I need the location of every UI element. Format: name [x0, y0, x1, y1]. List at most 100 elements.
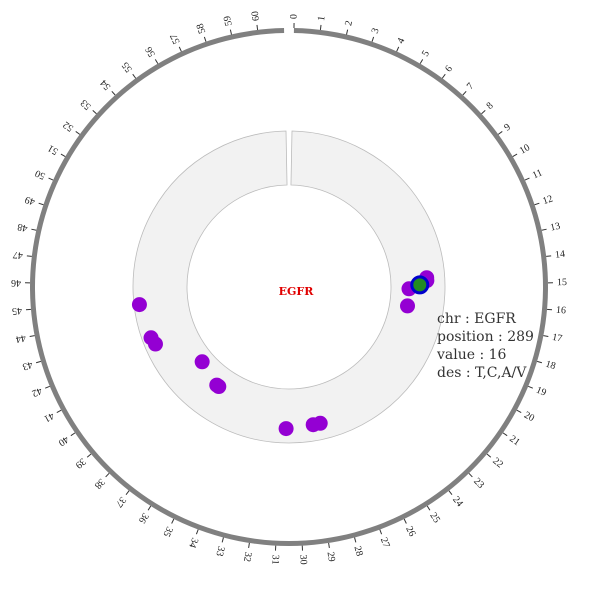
data-point	[278, 421, 294, 437]
tick-mark	[229, 29, 232, 35]
tick-label: 13	[549, 221, 561, 234]
tick-mark	[29, 335, 35, 338]
tick-label: 1	[316, 15, 328, 21]
tick-mark	[354, 537, 357, 543]
tooltip-value: value : 16	[437, 347, 507, 363]
tick-mark	[346, 29, 349, 35]
ticks-group: 0 123456789101112131415161718192021222324…	[11, 10, 567, 565]
tick-mark	[154, 59, 159, 64]
tick-mark	[48, 177, 54, 181]
tick-label: 28	[352, 545, 365, 557]
tick-mark	[248, 542, 250, 548]
tick-label: 39	[73, 456, 88, 471]
tick-label: 38	[92, 476, 107, 491]
tick-label: 45	[12, 305, 23, 317]
tick-label: 10	[518, 142, 532, 157]
tick-mark	[70, 432, 76, 437]
tick-label: 54	[98, 77, 113, 92]
tick-mark	[462, 90, 467, 96]
tick-mark	[524, 177, 530, 181]
tooltip-position: position : 289	[437, 329, 534, 345]
tick-mark	[516, 409, 522, 414]
tick-mark	[171, 518, 175, 524]
data-point	[143, 330, 159, 346]
data-point	[305, 417, 321, 433]
tick-mark	[534, 202, 540, 206]
tick-mark	[35, 360, 42, 364]
tick-mark	[319, 24, 322, 30]
tick-mark	[44, 385, 50, 389]
tick-label: 12	[541, 194, 554, 208]
tick-mark	[60, 153, 66, 157]
tick-label: 4	[395, 36, 407, 45]
tick-label: 11	[531, 167, 544, 181]
tick-mark	[528, 385, 534, 389]
tick-label: 50	[34, 167, 48, 181]
tick-mark	[403, 518, 407, 524]
tick-mark	[419, 59, 424, 64]
data-points	[131, 270, 435, 437]
tick-mark	[125, 490, 130, 495]
tick-label: 3	[370, 27, 382, 35]
tick-label: 57	[168, 32, 182, 46]
tick-mark	[132, 73, 137, 79]
tick-mark	[147, 505, 152, 511]
tick-label: 35	[160, 525, 174, 539]
tooltip: chr : EGFR position : 289 value : 16 des…	[437, 310, 534, 382]
tick-label: 23	[471, 476, 486, 491]
tick-label: 58	[195, 22, 209, 35]
center-label: EGFR	[279, 285, 315, 298]
tick-label: 14	[554, 249, 565, 261]
tick-label: 19	[534, 385, 547, 399]
tick-label: 17	[551, 332, 563, 345]
track-background	[132, 130, 446, 444]
tick-label: 43	[21, 359, 34, 372]
tick-mark	[203, 36, 207, 42]
tick-mark	[448, 490, 453, 495]
tick-mark	[371, 36, 375, 42]
tick-label: 25	[427, 511, 442, 525]
tick-mark	[396, 46, 400, 52]
tick-mark	[195, 529, 199, 535]
data-point	[194, 354, 210, 370]
tick-mark	[256, 24, 259, 30]
data-point	[400, 298, 416, 314]
tick-label: 42	[30, 385, 43, 399]
tick-label: 22	[490, 456, 505, 471]
tick-label: 41	[42, 410, 56, 424]
tick-mark	[111, 90, 116, 96]
data-point	[209, 377, 225, 393]
tick-mark	[486, 453, 492, 458]
tick-mark	[481, 110, 486, 115]
tick-mark	[105, 472, 110, 478]
tick-mark	[86, 453, 92, 458]
tick-label: 32	[241, 551, 253, 563]
tick-mark	[38, 202, 44, 206]
tooltip-des: des : T,C,A/V	[437, 365, 527, 381]
tick-mark	[497, 131, 503, 135]
tick-label: 48	[17, 221, 29, 234]
tick-mark	[75, 131, 81, 135]
tick-label: 20	[522, 410, 536, 424]
data-point	[131, 297, 147, 313]
tick-label: 31	[269, 554, 280, 565]
tick-label: 52	[61, 119, 76, 134]
tick-label: 2	[343, 20, 355, 27]
tooltip-chr: chr : EGFR	[437, 311, 516, 327]
tick-label: 47	[12, 249, 23, 261]
tick-mark	[379, 529, 383, 535]
tick-label: 9	[502, 122, 513, 134]
tick-label: 40	[56, 433, 70, 448]
tick-mark	[441, 73, 446, 79]
tick-label: 8	[485, 100, 496, 112]
tick-label: 24	[450, 494, 465, 509]
scatter-track	[132, 130, 446, 444]
tick-label: 51	[46, 142, 60, 157]
tick-label: 6	[443, 64, 455, 75]
tick-label: 60	[250, 10, 262, 21]
tick-mark	[541, 228, 547, 231]
tick-mark	[178, 46, 182, 52]
tick-mark	[26, 255, 32, 257]
tick-label: 55	[120, 60, 135, 75]
